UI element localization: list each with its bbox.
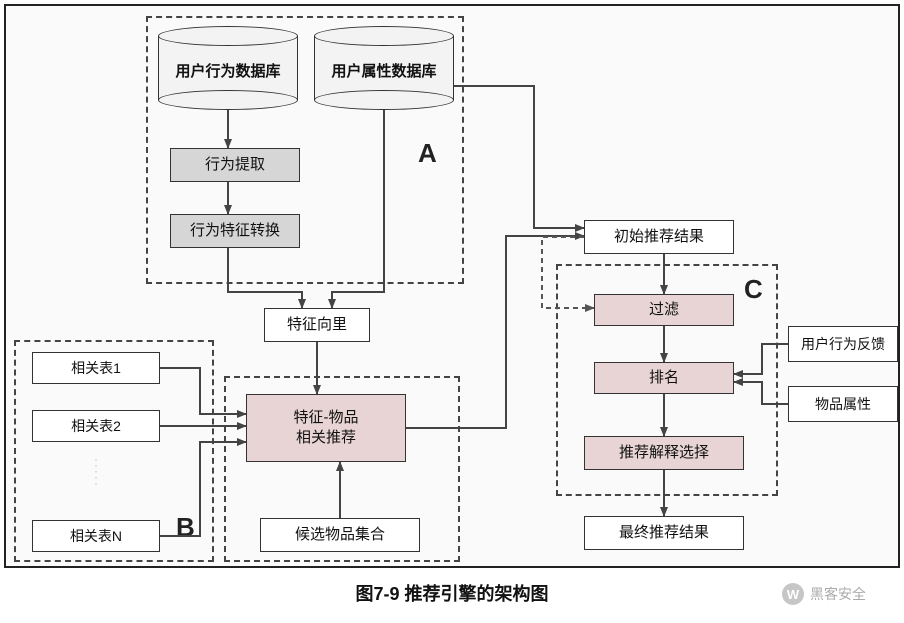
node-candidate-items-label: 候选物品集合 [295,525,385,545]
node-explain-select-label: 推荐解释选择 [619,443,709,463]
region-a-label: A [418,138,437,169]
node-rel-table-2-label: 相关表2 [71,417,121,436]
watermark: W 黑客安全 [782,583,866,605]
node-rank-label: 排名 [649,368,679,388]
node-feature-vector: 特征向里 [264,308,370,342]
node-rel-table-n: 相关表N [32,520,160,552]
region-b-label: B [176,512,195,543]
edge [454,86,584,228]
node-user-feedback: 用户行为反馈 [788,326,898,362]
db-behavior: 用户行为数据库 [158,26,298,110]
node-behavior-feature: 行为特征转换 [170,214,300,248]
node-item-attr-label: 物品属性 [815,395,871,414]
region-c-label: C [744,274,763,305]
node-filter-label: 过滤 [649,300,679,320]
diagram-frame: A B C 用户行为数据库 用户属性数据库 行为提取 行为特征转换 特征向里 相… [4,4,900,568]
watermark-text: 黑客安全 [810,584,866,604]
node-behavior-feature-label: 行为特征转换 [190,221,280,241]
node-final-result: 最终推荐结果 [584,516,744,550]
node-rel-table-n-label: 相关表N [70,527,122,546]
node-final-result-label: 最终推荐结果 [619,523,709,543]
node-feature-vector-label: 特征向里 [287,315,347,335]
node-initial-result: 初始推荐结果 [584,220,734,254]
wechat-icon: W [782,583,804,605]
node-item-attr: 物品属性 [788,386,898,422]
node-behavior-extract: 行为提取 [170,148,300,182]
db-profile-label: 用户属性数据库 [314,60,454,81]
node-behavior-extract-label: 行为提取 [205,155,265,175]
node-user-feedback-label: 用户行为反馈 [801,335,885,354]
vdots-rel-tables: ····· [86,456,106,486]
node-initial-result-label: 初始推荐结果 [614,227,704,247]
node-candidate-items: 候选物品集合 [260,518,420,552]
node-rel-table-1: 相关表1 [32,352,160,384]
db-profile: 用户属性数据库 [314,26,454,110]
db-behavior-label: 用户行为数据库 [158,60,298,81]
node-feature-item-rec-label: 特征-物品 相关推荐 [294,408,359,449]
node-rel-table-1-label: 相关表1 [71,359,121,378]
node-feature-item-rec: 特征-物品 相关推荐 [246,394,406,462]
node-explain-select: 推荐解释选择 [584,436,744,470]
node-rank: 排名 [594,362,734,394]
node-rel-table-2: 相关表2 [32,410,160,442]
figure-caption: 图7-9 推荐引擎的架构图 [0,580,904,606]
node-filter: 过滤 [594,294,734,326]
